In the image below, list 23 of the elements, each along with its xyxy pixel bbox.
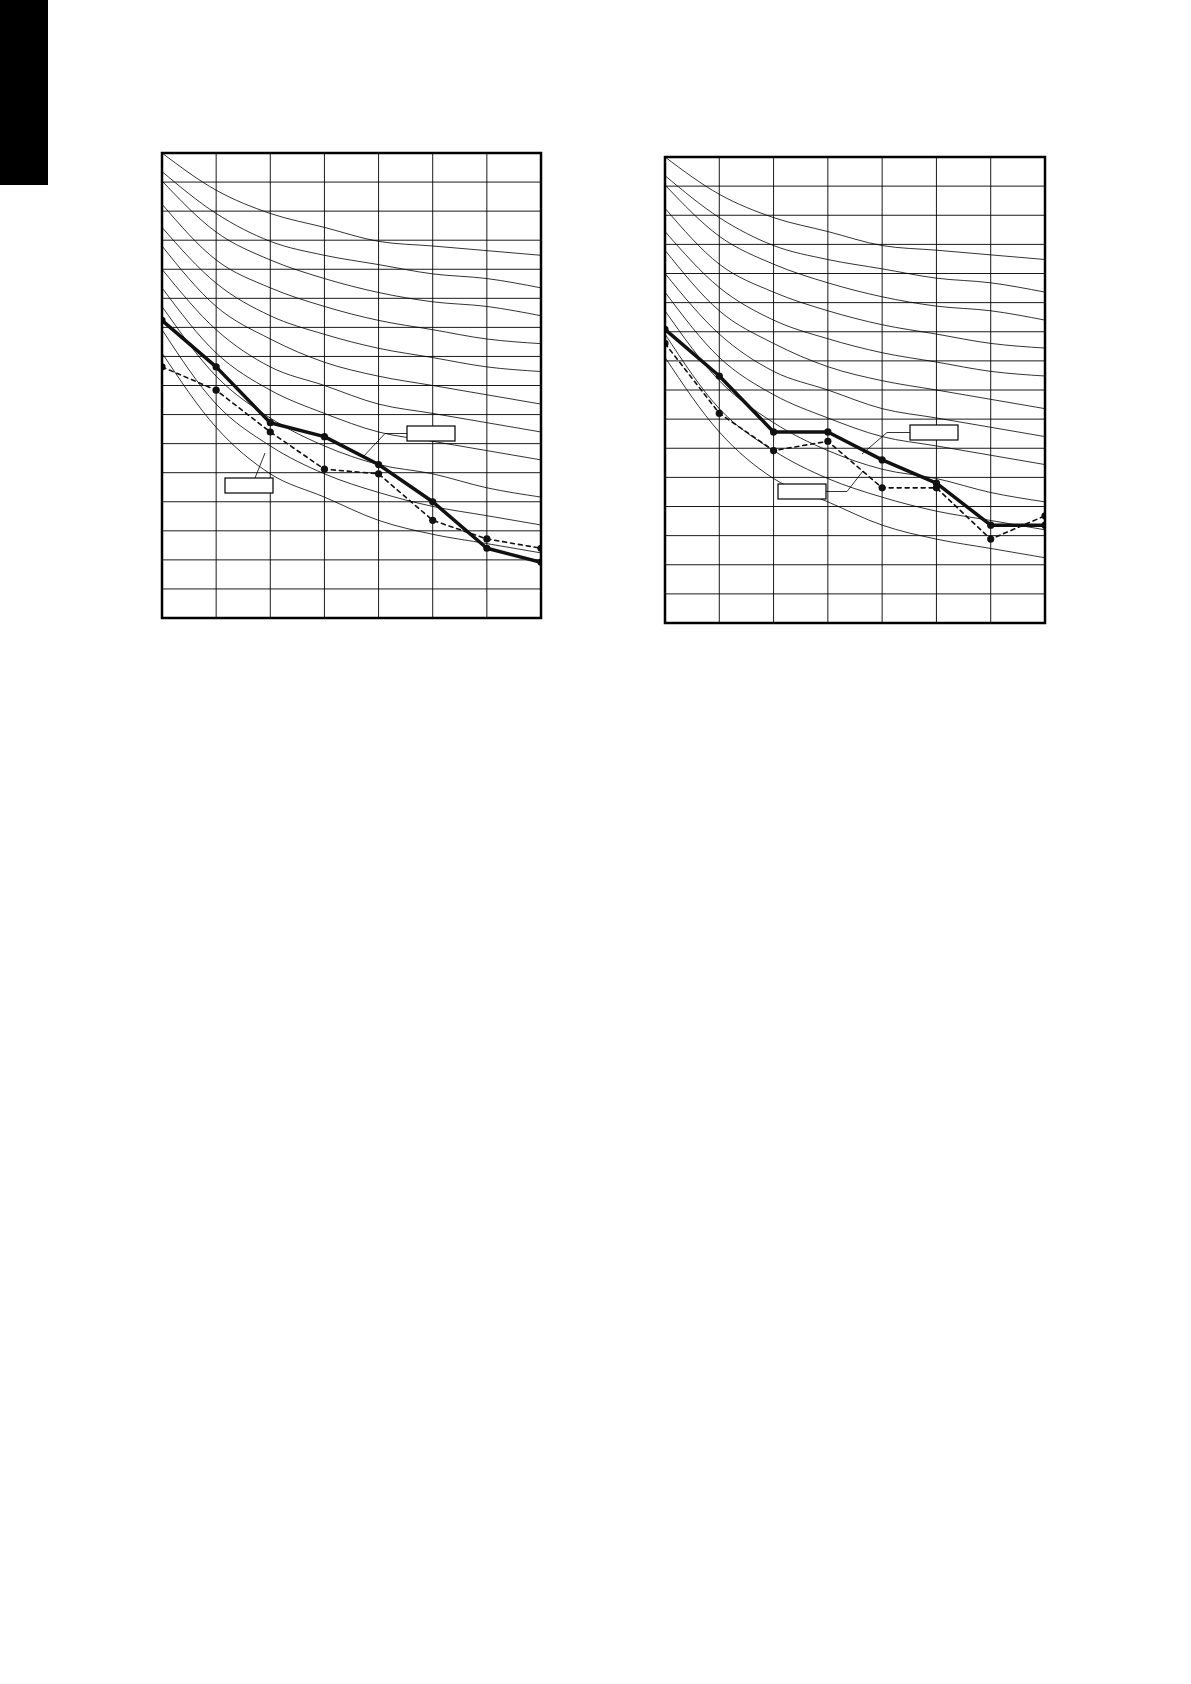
point [320,433,329,441]
point [374,470,383,478]
point [212,363,220,371]
point [374,460,383,469]
point [715,409,723,417]
point [715,372,723,380]
point [483,535,491,543]
point [769,428,778,436]
point [878,456,886,464]
point [266,428,274,436]
point [932,484,941,492]
point [824,437,832,445]
point [266,419,274,427]
point [320,465,329,473]
point [987,521,995,529]
point [483,544,491,552]
point [429,516,437,524]
point [429,498,437,506]
point [769,446,778,455]
point [878,484,886,492]
point [212,386,220,394]
point [824,428,832,436]
point [987,535,995,543]
